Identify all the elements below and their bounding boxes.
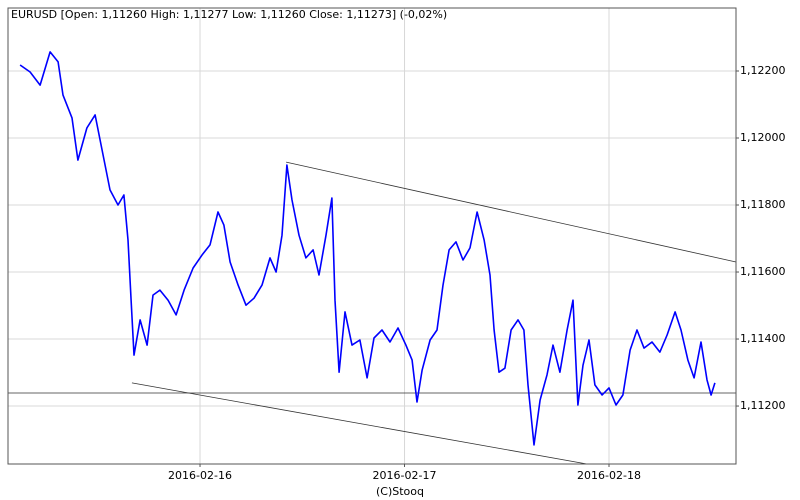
footer: (C)Stooq (376, 485, 424, 498)
trendline (131, 382, 587, 465)
y-tick-label: 1,11200 (740, 399, 786, 412)
plot-area (8, 8, 736, 464)
y-tick-label: 1,12000 (740, 131, 786, 144)
plot-frame (7, 7, 737, 465)
y-tick-label: 1,11600 (740, 265, 786, 278)
y-tick-label: 1,11400 (740, 332, 786, 345)
x-tick-label: 2016-02-16 (168, 469, 232, 482)
y-tick-label: 1,11800 (740, 198, 786, 211)
x-tick-label: 2016-02-17 (373, 469, 437, 482)
price-line (19, 51, 716, 446)
chart-title: EURUSD [Open: 1,11260 High: 1,11277 Low:… (11, 8, 447, 21)
y-tick-label: 1,12200 (740, 64, 786, 77)
trendline (286, 161, 737, 263)
x-tick-label: 2016-02-18 (577, 469, 641, 482)
